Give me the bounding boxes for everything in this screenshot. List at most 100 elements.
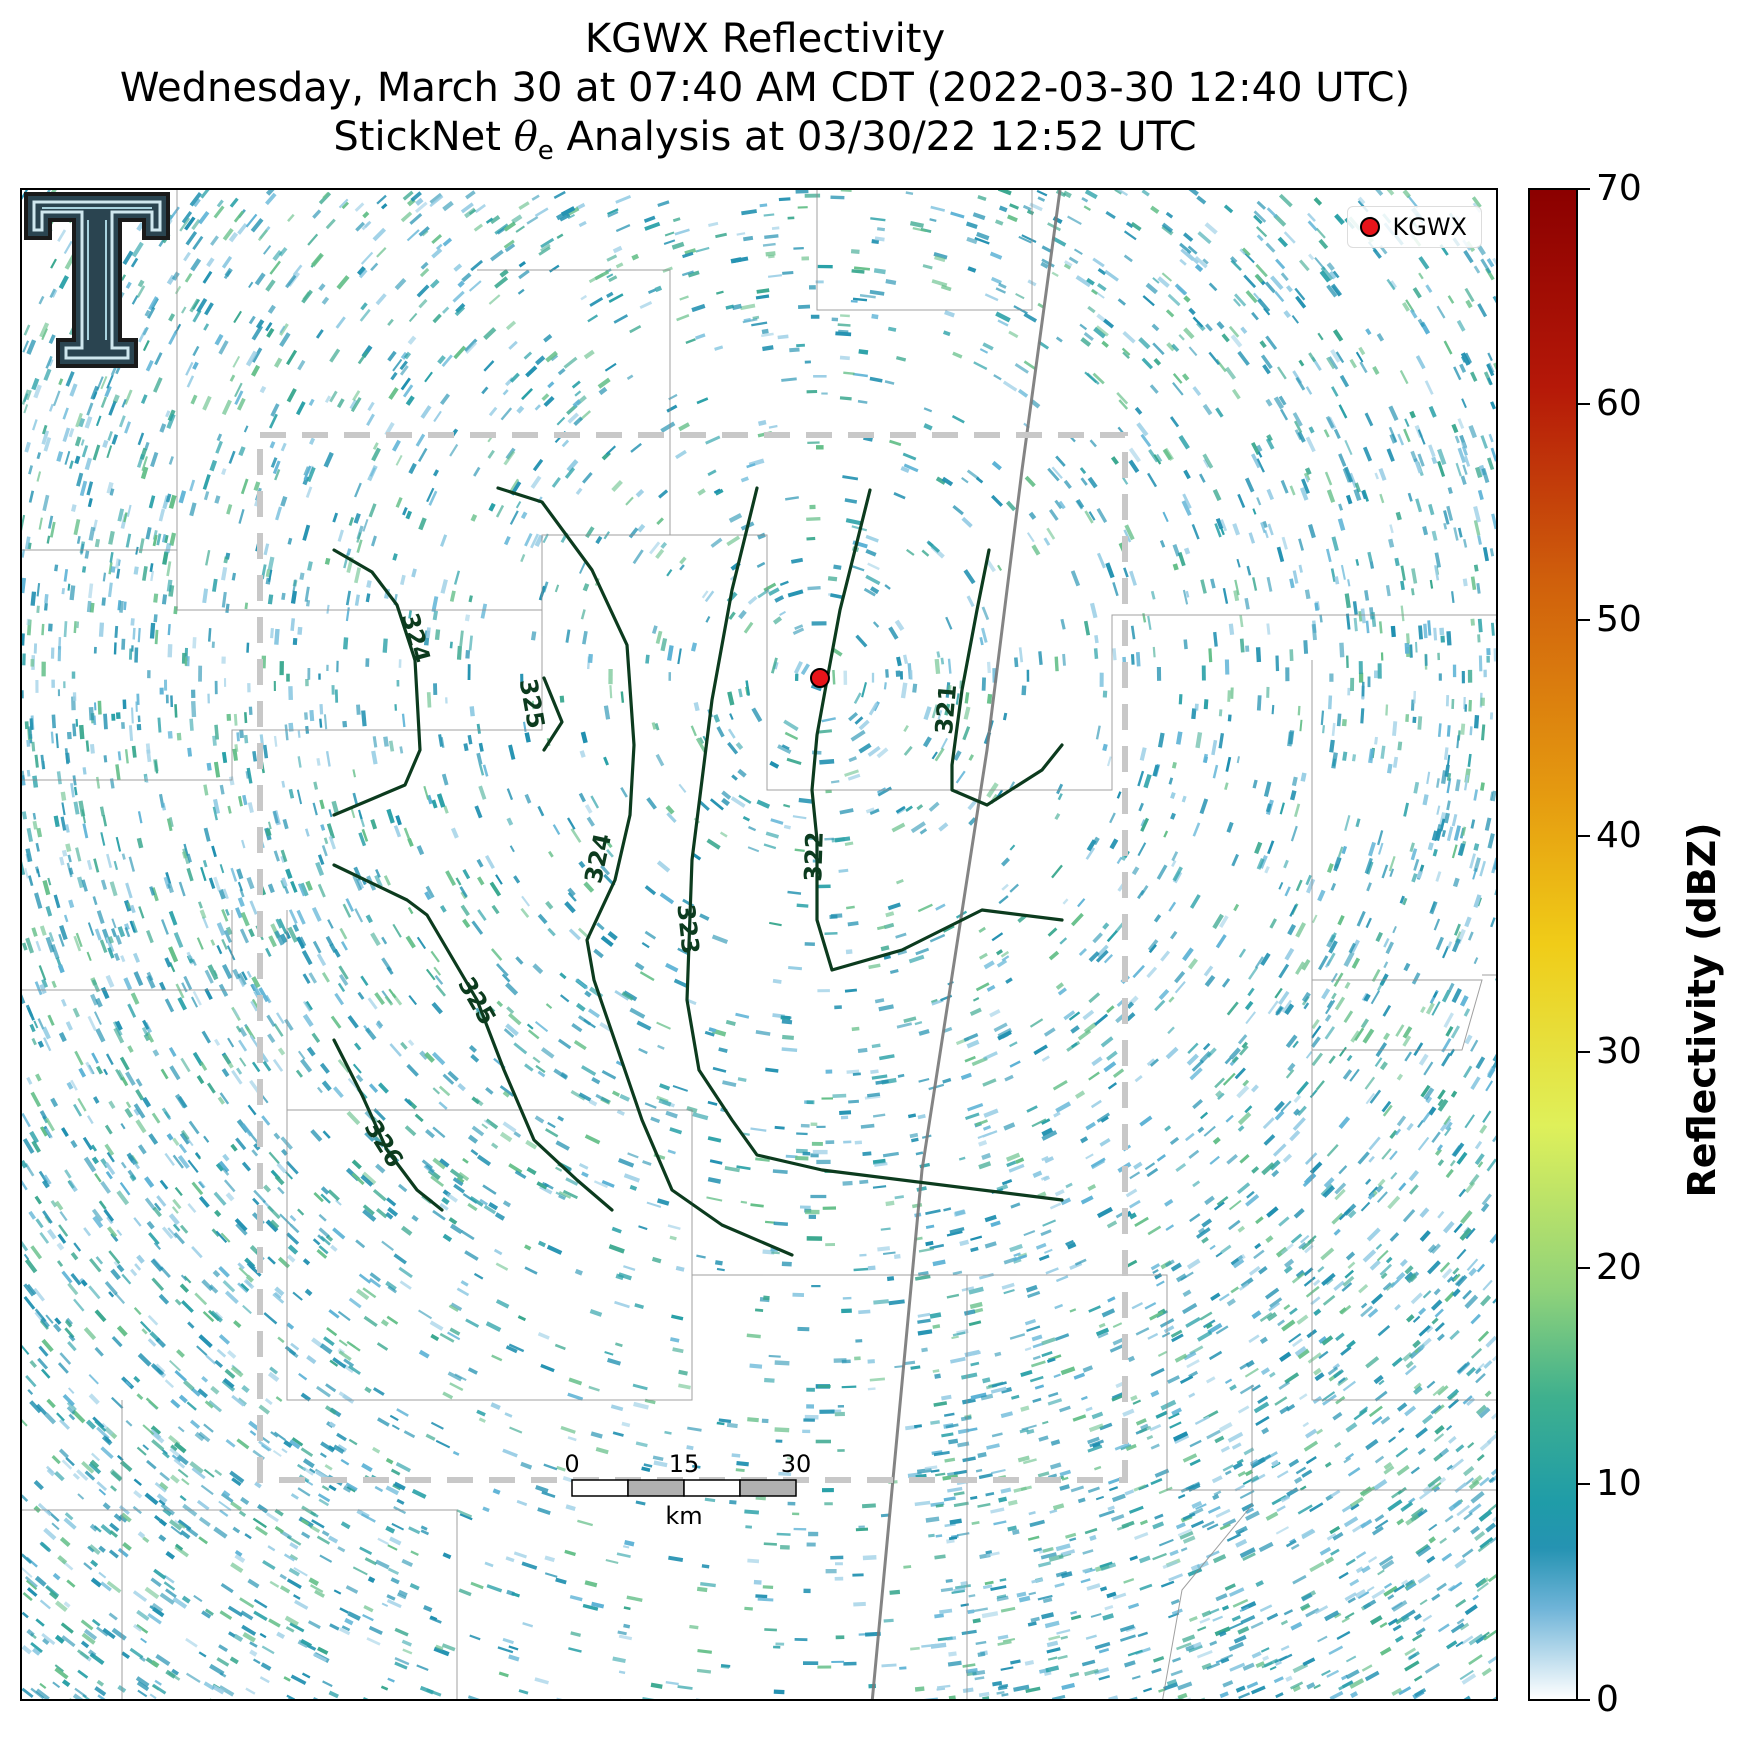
echo-gate	[409, 1583, 420, 1591]
echo-gate	[1331, 536, 1339, 552]
echo-gate	[1000, 1487, 1012, 1494]
echo-gate	[91, 1618, 101, 1627]
echo-gate	[963, 569, 976, 585]
echo-gate	[1418, 272, 1424, 280]
echo-gate	[532, 963, 544, 975]
echo-gate	[1424, 380, 1434, 395]
echo-gate	[222, 1053, 234, 1069]
echo-gate	[1383, 1582, 1393, 1589]
echo-gate	[82, 767, 87, 775]
echo-gate	[658, 1098, 672, 1107]
echo-gate	[1402, 1035, 1412, 1047]
echo-gate	[139, 1320, 152, 1333]
echo-gate	[1311, 624, 1317, 641]
echo-gate	[117, 751, 122, 761]
echo-gate	[474, 805, 483, 819]
echo-gate	[1430, 1482, 1442, 1492]
echo-gate	[1446, 1425, 1453, 1431]
echo-gate	[960, 1372, 978, 1380]
echo-gate	[66, 731, 72, 740]
echo-gate	[235, 907, 243, 919]
echo-gate	[281, 1448, 288, 1454]
echo-gate	[915, 1151, 924, 1156]
echo-gate	[286, 1694, 296, 1699]
echo-gate	[1474, 1140, 1483, 1150]
echo-gate	[1445, 1121, 1453, 1131]
echo-gate	[1379, 1622, 1388, 1629]
echo-gate	[1168, 996, 1175, 1003]
echo-gate	[1428, 444, 1436, 458]
echo-gate	[456, 1176, 465, 1183]
echo-gate	[922, 736, 932, 748]
echo-gate	[1087, 1486, 1100, 1494]
echo-gate	[573, 1040, 587, 1051]
echo-gate	[902, 654, 909, 665]
echo-gate	[478, 763, 485, 776]
echo-gate	[1381, 864, 1389, 879]
echo-gate	[1477, 303, 1488, 318]
echo-gate	[244, 602, 249, 610]
echo-gate	[1461, 1635, 1474, 1645]
radar-map[interactable]: 324 325 324 323 322 321 325 326 0 15 30 …	[20, 188, 1498, 1701]
echo-gate	[1280, 408, 1289, 421]
echo-gate	[638, 1047, 648, 1055]
echo-gate	[36, 452, 42, 460]
echo-gate	[337, 1444, 347, 1453]
echo-gate	[1479, 1577, 1490, 1586]
echo-gate	[1282, 1153, 1293, 1163]
echo-gate	[388, 740, 395, 752]
echo-gate	[1460, 475, 1467, 485]
echo-gate	[933, 1401, 948, 1407]
echo-gate	[981, 606, 990, 621]
echo-gate	[1135, 1418, 1147, 1426]
echo-gate	[1357, 1151, 1370, 1165]
echo-gate	[750, 1203, 764, 1208]
echo-gate	[738, 794, 752, 805]
echo-gate	[1238, 1282, 1250, 1291]
echo-gate	[1311, 1052, 1323, 1067]
echo-gate	[1408, 1169, 1419, 1182]
echo-gate	[1221, 1605, 1230, 1611]
echo-gate	[958, 1156, 966, 1161]
echo-gate	[1239, 1154, 1250, 1164]
echo-gate	[39, 925, 47, 936]
echo-gate	[145, 359, 154, 372]
echo-gate	[447, 1371, 463, 1382]
echo-gate	[106, 1151, 115, 1163]
echo-gate	[1432, 1385, 1445, 1397]
echo-gate	[102, 439, 109, 448]
echo-gate	[263, 244, 272, 255]
echo-gate	[953, 1469, 968, 1476]
echo-gate	[1470, 618, 1475, 626]
echo-gate	[1304, 467, 1312, 476]
echo-gate	[1140, 1423, 1149, 1431]
echo-gate	[292, 637, 298, 646]
echo-gate	[1376, 1249, 1389, 1262]
echo-gate	[1170, 791, 1176, 800]
echo-gate	[289, 1542, 299, 1550]
echo-gate	[1154, 999, 1166, 1012]
echo-gate	[439, 1158, 450, 1168]
echo-gate	[165, 1588, 177, 1599]
echo-gate	[1245, 1194, 1260, 1207]
echo-gate	[190, 258, 202, 272]
echo-gate	[1189, 1213, 1201, 1223]
echo-gate	[1027, 1621, 1037, 1627]
echo-gate	[35, 1073, 42, 1082]
echo-gate	[1324, 1610, 1340, 1622]
echo-gate	[1208, 351, 1220, 366]
echo-gate	[411, 568, 417, 578]
echo-gate	[318, 191, 332, 205]
echo-gate	[966, 469, 980, 480]
echo-gate	[387, 1206, 399, 1217]
echo-gate	[123, 977, 133, 991]
echo-gate	[1305, 1285, 1320, 1298]
echo-gate	[1289, 904, 1298, 917]
echo-gate	[75, 412, 83, 428]
echo-gate	[1130, 1395, 1138, 1402]
echo-gate	[1285, 285, 1293, 293]
echo-gate	[229, 1470, 245, 1484]
echo-gate	[1471, 196, 1482, 208]
echo-gate	[1470, 1039, 1479, 1052]
echo-gate	[929, 1243, 945, 1250]
